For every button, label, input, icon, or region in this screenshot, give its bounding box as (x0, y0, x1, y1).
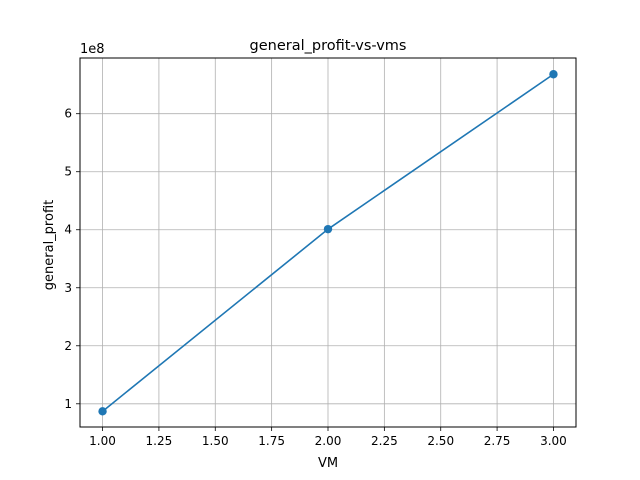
x-tick-label: 2.50 (427, 434, 454, 448)
data-point (323, 224, 333, 234)
x-tick-label: 2.75 (484, 434, 511, 448)
x-tick-label: 1.25 (146, 434, 173, 448)
data-point (549, 70, 558, 79)
y-tick-label: 3 (64, 281, 72, 295)
x-tick-label: 1.75 (258, 434, 285, 448)
y-tick-label: 6 (64, 107, 72, 121)
x-tick-label: 2.25 (371, 434, 398, 448)
x-tick-label: 3.00 (540, 434, 567, 448)
data-point (98, 407, 107, 416)
y-tick-label: 2 (64, 339, 72, 353)
x-tick-label: 2.00 (315, 434, 342, 448)
y-tick-label: 4 (64, 223, 72, 237)
y-tick-label: 5 (64, 165, 72, 179)
x-axis-label: VM (318, 456, 338, 471)
x-tick-label: 1.00 (89, 434, 116, 448)
y-tick-label: 1 (64, 397, 72, 411)
y-axis: 1 2 3 4 5 6 (64, 107, 80, 411)
y-axis-label: general_profit (42, 200, 57, 290)
series-layer (98, 70, 558, 416)
x-tick-label: 1.50 (202, 434, 229, 448)
chart-title: general_profit-vs-vms (250, 38, 407, 54)
y-offset-label: 1e8 (80, 42, 105, 57)
x-axis: 1.00 1.25 1.50 1.75 2.00 2.25 2.50 2.75 3.00 (89, 427, 567, 448)
